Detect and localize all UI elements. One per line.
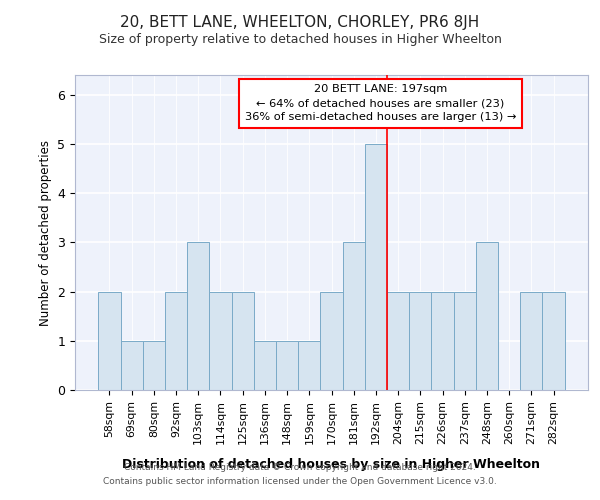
Bar — [254, 341, 276, 390]
Bar — [209, 292, 232, 390]
Bar — [520, 292, 542, 390]
Bar — [387, 292, 409, 390]
Bar — [98, 292, 121, 390]
Bar — [121, 341, 143, 390]
Bar — [542, 292, 565, 390]
Bar — [165, 292, 187, 390]
Bar — [476, 242, 498, 390]
Text: 20 BETT LANE: 197sqm
← 64% of detached houses are smaller (23)
36% of semi-detac: 20 BETT LANE: 197sqm ← 64% of detached h… — [245, 84, 516, 122]
Y-axis label: Number of detached properties: Number of detached properties — [39, 140, 52, 326]
Bar — [276, 341, 298, 390]
Bar — [232, 292, 254, 390]
Text: 20, BETT LANE, WHEELTON, CHORLEY, PR6 8JH: 20, BETT LANE, WHEELTON, CHORLEY, PR6 8J… — [121, 15, 479, 30]
Text: Contains public sector information licensed under the Open Government Licence v3: Contains public sector information licen… — [103, 477, 497, 486]
Bar — [298, 341, 320, 390]
Bar — [143, 341, 165, 390]
Bar — [365, 144, 387, 390]
Text: Contains HM Land Registry data © Crown copyright and database right 2024.: Contains HM Land Registry data © Crown c… — [124, 464, 476, 472]
Bar — [343, 242, 365, 390]
Bar — [409, 292, 431, 390]
X-axis label: Distribution of detached houses by size in Higher Wheelton: Distribution of detached houses by size … — [122, 458, 541, 470]
Bar — [320, 292, 343, 390]
Bar — [187, 242, 209, 390]
Bar — [454, 292, 476, 390]
Bar — [431, 292, 454, 390]
Text: Size of property relative to detached houses in Higher Wheelton: Size of property relative to detached ho… — [98, 32, 502, 46]
